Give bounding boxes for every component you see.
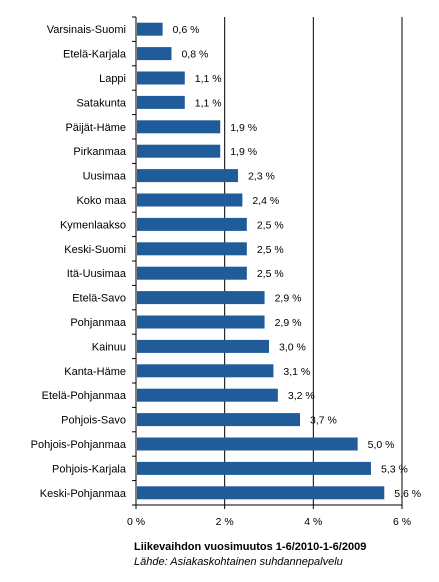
bar-7 xyxy=(137,193,243,207)
x-tick-label-0: 0 % xyxy=(127,516,145,528)
value-label-0: 0,6 % xyxy=(173,24,200,36)
value-label-10: 2,5 % xyxy=(257,268,284,280)
bar-2 xyxy=(137,71,185,85)
value-label-5: 1,9 % xyxy=(230,146,257,158)
category-label-11: Etelä-Savo xyxy=(72,293,126,305)
category-label-13: Kainuu xyxy=(92,341,126,353)
category-label-1: Etelä-Karjala xyxy=(63,49,127,61)
value-label-12: 2,9 % xyxy=(275,317,302,329)
bar-10 xyxy=(137,266,247,280)
x-axis-title: Liikevaihdon vuosimuutos 1-6/2010-1-6/20… xyxy=(134,541,367,553)
category-label-17: Pohjois-Pohjanmaa xyxy=(31,439,127,451)
bar-8 xyxy=(137,217,247,231)
category-label-3: Satakunta xyxy=(76,97,126,109)
bar-6 xyxy=(137,169,238,183)
bars xyxy=(137,22,385,500)
bar-16 xyxy=(137,413,301,427)
labels: Varsinais-Suomi 0,6 % Etelä-Karjala 0,8 % La… xyxy=(31,24,422,528)
category-label-19: Keski-Pohjanmaa xyxy=(40,488,127,500)
category-label-16: Pohjois-Savo xyxy=(61,415,126,427)
bar-18 xyxy=(137,461,371,475)
bar-0 xyxy=(137,22,163,36)
category-label-4: Päijät-Häme xyxy=(65,122,126,134)
category-label-12: Pohjanmaa xyxy=(70,317,127,329)
bar-17 xyxy=(137,437,358,451)
value-label-11: 2,9 % xyxy=(275,293,302,305)
value-label-13: 3,0 % xyxy=(279,341,306,353)
bar-1 xyxy=(137,47,172,61)
value-label-16: 3,7 % xyxy=(310,415,337,427)
category-label-0: Varsinais-Suomi xyxy=(47,24,126,36)
gridlines xyxy=(224,17,403,505)
value-label-17: 5,0 % xyxy=(368,439,395,451)
value-label-3: 1,1 % xyxy=(195,97,222,109)
category-label-5: Pirkanmaa xyxy=(73,146,126,158)
x-tick-label-3: 6 % xyxy=(393,516,411,528)
bar-9 xyxy=(137,242,247,256)
bar-14 xyxy=(137,364,274,378)
bar-5 xyxy=(137,144,221,158)
category-label-15: Etelä-Pohjanmaa xyxy=(42,390,127,402)
value-label-14: 3,1 % xyxy=(283,366,310,378)
value-label-8: 2,5 % xyxy=(257,219,284,231)
bar-13 xyxy=(137,339,269,353)
value-label-19: 5,6 % xyxy=(394,488,421,500)
category-label-9: Keski-Suomi xyxy=(64,244,126,256)
axes xyxy=(132,16,403,509)
bar-12 xyxy=(137,315,265,329)
value-label-2: 1,1 % xyxy=(195,73,222,85)
bar-19 xyxy=(137,486,385,500)
category-label-18: Pohjois-Karjala xyxy=(52,463,127,475)
bar-4 xyxy=(137,120,221,134)
bar-11 xyxy=(137,291,265,305)
value-label-15: 3,2 % xyxy=(288,390,315,402)
value-label-18: 5,3 % xyxy=(381,463,408,475)
value-label-1: 0,8 % xyxy=(181,49,208,61)
value-label-4: 1,9 % xyxy=(230,122,257,134)
bar-15 xyxy=(137,388,278,402)
category-label-10: Itä-Uusimaa xyxy=(67,268,127,280)
category-label-14: Kanta-Häme xyxy=(64,366,126,378)
value-label-9: 2,5 % xyxy=(257,244,284,256)
value-label-7: 2,4 % xyxy=(252,195,279,207)
category-label-2: Lappi xyxy=(99,73,126,85)
value-label-6: 2,3 % xyxy=(248,171,275,183)
x-tick-label-2: 4 % xyxy=(304,516,322,528)
x-tick-label-1: 2 % xyxy=(216,516,234,528)
category-label-7: Koko maa xyxy=(76,195,126,207)
category-label-8: Kymenlaakso xyxy=(60,219,126,231)
source-note: Lähde: Asiakaskohtainen suhdannepalvelu xyxy=(134,556,343,568)
category-label-6: Uusimaa xyxy=(83,171,127,183)
bar-3 xyxy=(137,95,185,109)
